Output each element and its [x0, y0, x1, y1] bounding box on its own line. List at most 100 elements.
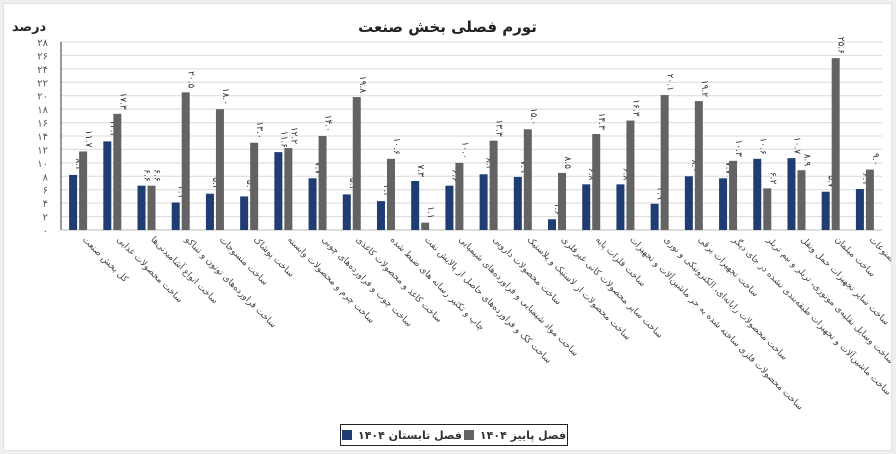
data-label: ۵.۰ [244, 180, 254, 193]
data-label: ۶.۱ [860, 173, 870, 186]
data-label: ۱۵.۰ [528, 108, 538, 125]
bar-autumn [352, 97, 361, 230]
bar-summer [513, 176, 522, 230]
data-label: ۱۸.۰ [220, 88, 230, 105]
data-label: ۱۰.۷ [791, 137, 801, 155]
y-tick-label: ۰ [43, 226, 48, 237]
data-label: ۱۳.۳ [494, 119, 504, 137]
bar-summer [205, 193, 214, 230]
data-label: ۵.۷ [826, 175, 836, 188]
data-label: ۲۵.۶ [836, 37, 846, 55]
bar-summer [411, 180, 420, 230]
data-label: ۱.۶ [552, 203, 562, 216]
bar-summer [171, 202, 180, 230]
legend-item-summer: فصل تابستان ۱۴۰۴ [341, 428, 462, 442]
data-label: ۱۴.۳ [596, 113, 606, 131]
bar-autumn [626, 120, 635, 230]
bar-autumn [729, 160, 738, 230]
bar-autumn [592, 133, 601, 230]
data-label: ۱۶.۳ [630, 99, 640, 117]
legend-item-autumn: فصل پاییز ۱۴۰۴ [463, 428, 567, 442]
y-tick-label: ۶ [43, 186, 48, 197]
data-label: ۱۰.۶ [391, 137, 401, 155]
legend-swatch-autumn [463, 430, 474, 440]
bar-autumn [865, 169, 874, 230]
data-label: ۱۰.۶ [757, 137, 767, 155]
data-label: ۸.۵ [562, 156, 572, 169]
data-label: ۱۳.۰ [254, 121, 264, 138]
bar-summer [650, 203, 659, 230]
data-label: ۷.۷ [313, 162, 323, 175]
y-tick-label: ۴ [43, 199, 48, 210]
data-label: ۱۹.۲ [699, 80, 709, 98]
data-label: ۱۱.۶ [278, 131, 288, 149]
bar-summer [548, 219, 557, 230]
bar-autumn [79, 151, 88, 230]
bar-autumn [831, 58, 840, 230]
chart-frame: تورم فصلی بخش صنعت درصد ۰ ۲ ۴ ۶ ۸ ۱۰ ۱۲ ۱۴ ۱۶ ۱۸ ۲… [3, 3, 892, 451]
legend: فصل پاییز ۱۴۰۴ فصل تابستان ۱۴۰۴ [340, 424, 568, 446]
y-tick-label: ۲۸ [37, 38, 48, 49]
y-tick-label: ۲۶ [37, 51, 48, 62]
data-label: ۴.۱ [176, 186, 186, 199]
bar-summer [274, 152, 283, 230]
bar-autumn [181, 92, 190, 230]
y-tick-label: ۲۰ [37, 92, 48, 103]
bar-summer [753, 158, 762, 230]
bar-autumn [421, 222, 430, 230]
data-label: ۷.۷ [723, 162, 733, 175]
bar-autumn [147, 185, 156, 230]
chart-title: تورم فصلی بخش صنعت [358, 18, 537, 36]
x-category-label: ساخت محصولات دارویی [490, 235, 562, 307]
bar-autumn [558, 172, 567, 230]
bar-summer [479, 174, 488, 230]
data-label: ۸.۹ [801, 154, 811, 167]
legend-label-summer: فصل تابستان ۱۴۰۴ [357, 428, 462, 442]
y-tick-label: ۲۴ [37, 65, 48, 76]
data-label: ۱۹.۸ [357, 76, 367, 94]
bar-autumn [694, 101, 703, 230]
bar-summer [616, 184, 625, 230]
bar-summer [103, 141, 112, 230]
data-label: ۶.۶ [152, 169, 162, 182]
data-label: ۱۲.۲ [288, 127, 298, 145]
bar-autumn [763, 188, 772, 230]
bar-autumn [455, 162, 464, 230]
data-label: ۱۱.۷ [83, 130, 93, 148]
y-tick-label: ۱۴ [37, 132, 48, 143]
data-label: ۴.۳ [381, 185, 391, 198]
data-label: ۱۷.۳ [117, 92, 127, 110]
data-label: ۱۰.۳ [733, 139, 743, 157]
x-category-label: ساخت انواع آشامیدنی‌ها [148, 234, 220, 306]
data-label: ۱۳.۲ [107, 120, 117, 138]
bar-autumn [250, 142, 259, 230]
data-label: ۵.۴ [210, 177, 220, 190]
x-category-label: ساخت محصولات رایانه‌ای، الکترونیکی و نور… [662, 235, 790, 363]
data-label: ۵.۳ [347, 178, 357, 191]
bar-autumn [215, 109, 224, 230]
bar-summer [376, 201, 385, 230]
data-label: ۲۰.۵ [186, 71, 196, 89]
bar-autumn [489, 140, 498, 230]
bar-summer [719, 178, 728, 230]
y-tick-label: ۱۸ [37, 105, 48, 116]
bar-summer [787, 158, 796, 230]
data-label: ۷.۳ [415, 164, 425, 177]
data-label: ۹.۰ [870, 153, 880, 166]
bar-summer [308, 178, 317, 230]
data-label: ۱۰.۰ [459, 141, 469, 158]
y-tick-label: ۸ [43, 172, 49, 183]
y-axis-label: درصد [12, 20, 47, 35]
y-tick-label: ۲۲ [37, 78, 48, 89]
bar-autumn [318, 136, 327, 230]
data-label: ۸.۳ [484, 158, 494, 171]
data-label: ۶.۶ [142, 169, 152, 182]
bar-summer [684, 176, 693, 230]
y-tick-label: ۲ [43, 213, 48, 224]
bar-summer [342, 194, 351, 230]
data-label: ۸.۰ [689, 160, 699, 173]
legend-label-autumn: فصل پاییز ۱۴۰۴ [479, 428, 567, 442]
x-category-label: ساخت مواد شیمیایی و فراورده‌های شیمیایی [456, 235, 580, 359]
bar-autumn [386, 158, 395, 230]
